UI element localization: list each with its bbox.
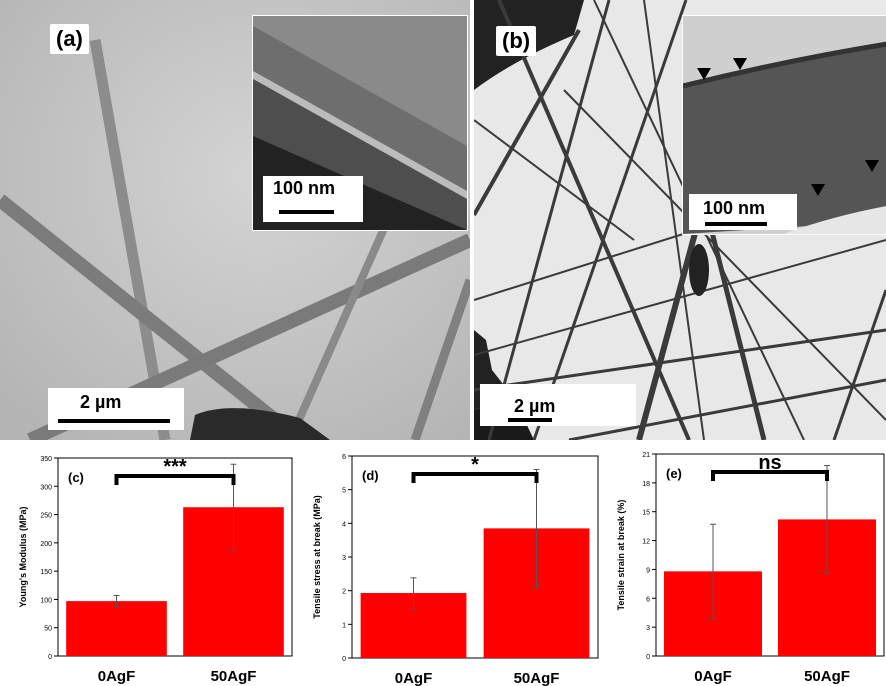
y-axis-label: Tensile strain at break (%) [616, 500, 626, 611]
main-scale-label-a: 2 µm [80, 392, 122, 412]
arrowhead-4 [865, 160, 879, 172]
y-tick-label: 150 [40, 569, 52, 576]
panel-label: (e) [666, 466, 682, 481]
category-label: 0AgF [694, 668, 732, 685]
y-tick-label: 18 [642, 481, 650, 488]
y-tick-label: 250 [40, 513, 52, 520]
tem-inset-b: 100 nm [682, 15, 886, 235]
bar-chart-c: 0 50 100 150 200 250 300 350 Young's Modulus (MP… [18, 456, 293, 685]
y-tick-label: 5 [342, 488, 346, 495]
inset-scale-bar-a [279, 210, 334, 214]
y-axis-label: Tensile stress at break (MPa) [312, 495, 322, 618]
category-label: 50AgF [211, 668, 257, 685]
main-scale-box-b: 2 µm [480, 384, 636, 426]
y-tick-label: 2 [342, 589, 346, 596]
category-label: 50AgF [804, 668, 850, 685]
y-tick-label: 4 [342, 521, 346, 528]
category-label: 0AgF [395, 670, 433, 686]
main-scale-bar-a [58, 419, 170, 423]
y-tick-label: 0 [48, 654, 52, 661]
bar-0AgF [66, 601, 167, 656]
y-tick-label: 350 [40, 456, 52, 463]
y-tick-label: 100 [40, 597, 52, 604]
category-label: 50AgF [514, 670, 560, 686]
y-tick-label: 3 [646, 625, 650, 632]
y-tick-label: 200 [40, 541, 52, 548]
y-tick-label: 12 [642, 539, 650, 546]
y-tick-label: 0 [342, 656, 346, 663]
significance-bracket [411, 472, 539, 483]
inset-scale-bar-b [705, 222, 767, 226]
y-tick-label: 9 [646, 567, 650, 574]
panel-label: (d) [362, 468, 379, 483]
tem-panel-b: (b) 100 nm 2 µm [474, 0, 886, 440]
significance-label: * [471, 454, 479, 476]
significance-bracket [711, 470, 829, 481]
y-axis-label: Young's Modulus (MPa) [18, 507, 28, 608]
inset-scale-box-a: 100 nm [263, 176, 363, 222]
panel-label-a: (a) [50, 24, 89, 54]
category-label: 0AgF [98, 668, 136, 685]
arrowhead-3 [811, 184, 825, 196]
tem-panel-a: (a) 100 nm 2 µm [0, 0, 470, 440]
main-scale-label-b: 2 µm [514, 396, 556, 416]
y-tick-label: 15 [642, 510, 650, 517]
y-tick-label: 0 [646, 654, 650, 661]
panel-label: (c) [68, 470, 84, 485]
significance-bracket [114, 474, 236, 485]
y-tick-label: 21 [642, 452, 650, 459]
arrowhead-1 [697, 68, 711, 80]
y-tick-label: 6 [646, 596, 650, 603]
significance-label: ns [758, 452, 781, 474]
y-tick-label: 1 [342, 622, 346, 629]
plot-frame [57, 457, 293, 657]
tem-inset-a: 100 nm [252, 15, 468, 231]
inset-scale-box-b: 100 nm [689, 194, 797, 230]
inset-scale-label-b: 100 nm [703, 198, 766, 218]
bar-chart-e: 0 3 6 9 12 15 18 21 Tensile strain at break (%) (… [616, 452, 885, 685]
panel-label-b: (b) [496, 26, 537, 56]
main-scale-box-a: 2 µm [48, 388, 184, 430]
y-tick-label: 6 [342, 454, 346, 461]
arrowhead-2 [733, 58, 747, 70]
y-tick-label: 50 [44, 626, 52, 633]
plot-frame [655, 453, 885, 657]
y-tick-label: 300 [40, 484, 52, 491]
bar-chart-d: 0 1 2 3 4 5 6 Tensile stress at break (MPa) (d) 0… [312, 454, 599, 686]
main-scale-bar-b [508, 418, 552, 422]
y-tick-label: 3 [342, 555, 346, 562]
inset-scale-label-a: 100 nm [273, 178, 336, 198]
significance-label: *** [163, 456, 187, 478]
